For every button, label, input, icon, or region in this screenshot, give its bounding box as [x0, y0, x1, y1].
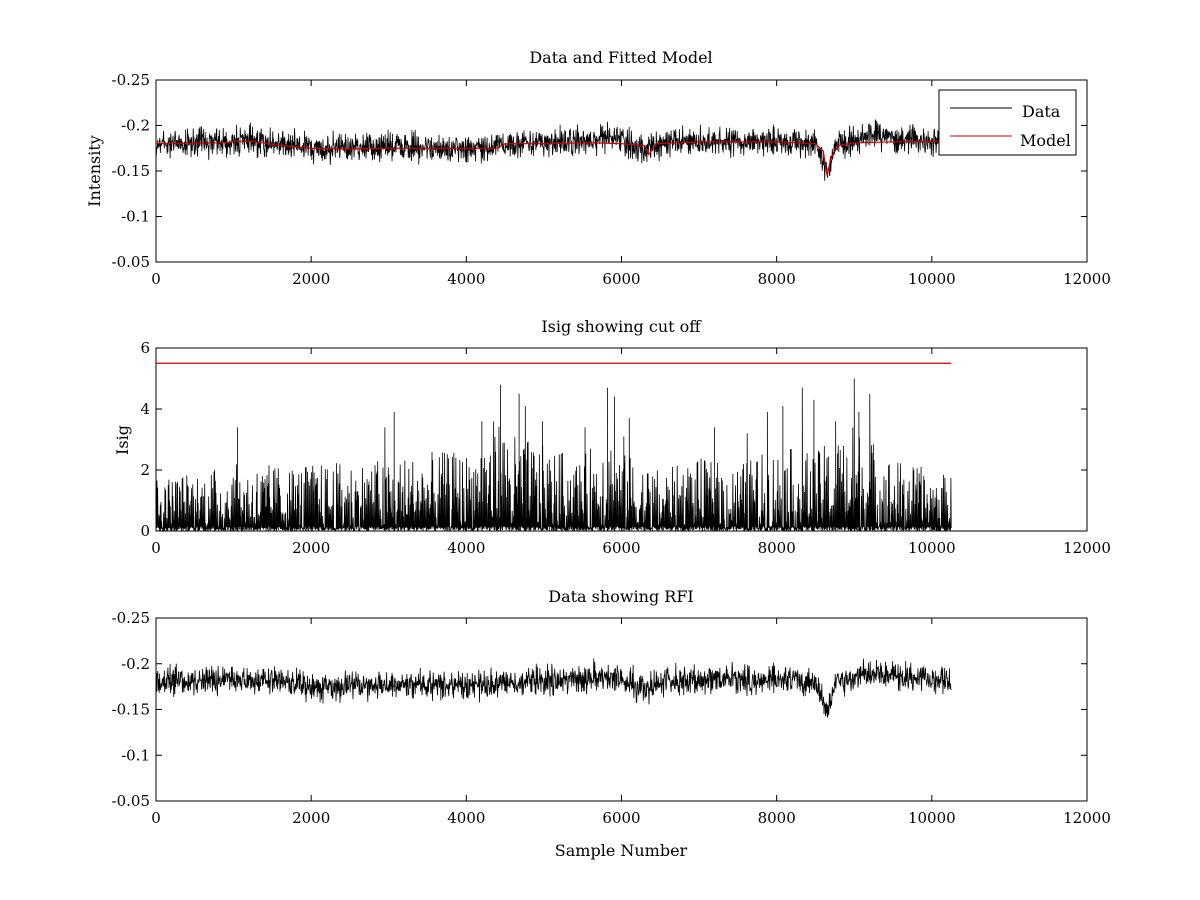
panel-1-series [155, 119, 952, 181]
series-data-line [155, 119, 952, 181]
x-tick-label: 10000 [908, 539, 956, 557]
x-tick-label: 2000 [292, 809, 330, 827]
y-tick-label: 4 [140, 400, 150, 418]
y-tick-label: -0.15 [112, 162, 150, 180]
y-tick-label: -0.25 [112, 71, 150, 89]
panel-2-title: Isig showing cut off [541, 317, 702, 336]
panel-3-xlabel: Sample Number [555, 841, 688, 860]
x-tick-label: 12000 [1063, 809, 1111, 827]
y-tick-label: -0.2 [121, 117, 150, 135]
series-0-line [155, 658, 952, 719]
panel-3-series [155, 658, 952, 719]
y-tick-label: -0.1 [121, 746, 150, 764]
panel-data-and-model: Data and Fitted Model Intensity 0 2000 400… [85, 48, 1111, 288]
x-tick-label: 12000 [1063, 539, 1111, 557]
panel-2-series [155, 362, 952, 533]
panel-3-plot-area [155, 617, 1088, 802]
panel-3-title: Data showing RFI [548, 587, 693, 606]
y-tick-label: -0.1 [121, 208, 150, 226]
y-tick-label: 2 [140, 461, 150, 479]
series-0-line [155, 378, 952, 533]
x-tick-label: 0 [151, 539, 161, 557]
y-tick-label: 6 [140, 339, 150, 357]
legend-label-model: Model [1020, 131, 1071, 150]
x-tick-label: 6000 [602, 270, 640, 288]
panel-1-plot-area [155, 79, 1088, 263]
x-tick-label: 2000 [292, 539, 330, 557]
panel-isig-cutoff: Isig showing cut off Isig 0 2000 4000 6000 8… [113, 317, 1111, 557]
y-tick-label: -0.15 [112, 701, 150, 719]
y-tick-label: -0.2 [121, 655, 150, 673]
x-tick-label: 10000 [908, 809, 956, 827]
panel-3-ticks: 0 2000 4000 6000 8000 10000 12000 -0.05 -0.1 -0.1… [112, 609, 1111, 827]
x-tick-label: 10000 [908, 270, 956, 288]
panel-1-ticks: 0 2000 4000 6000 8000 10000 12000 -0.05 -0.1 -0.1… [112, 71, 1111, 288]
x-tick-label: 4000 [447, 270, 485, 288]
x-tick-label: 6000 [602, 539, 640, 557]
y-tick-label: -0.05 [112, 253, 150, 271]
legend-box [938, 89, 1077, 156]
x-tick-label: 4000 [447, 809, 485, 827]
x-tick-label: 2000 [292, 270, 330, 288]
x-tick-label: 8000 [758, 270, 796, 288]
x-tick-label: 0 [151, 270, 161, 288]
y-tick-label: 0 [140, 522, 150, 540]
x-tick-label: 6000 [602, 809, 640, 827]
panel-1-legend: Data Model [938, 89, 1077, 156]
x-tick-label: 4000 [447, 539, 485, 557]
panel-2-ylabel: Isig [113, 425, 132, 455]
x-tick-label: 8000 [758, 539, 796, 557]
x-tick-label: 12000 [1063, 270, 1111, 288]
panel-2-ticks: 0 2000 4000 6000 8000 10000 12000 0 2 4 6 [140, 339, 1110, 557]
series-model-line [155, 140, 952, 176]
panel-data-rfi: Data showing RFI Sample Number 0 2000 4000… [112, 587, 1111, 860]
panel-1-title: Data and Fitted Model [529, 48, 712, 67]
y-tick-label: -0.25 [112, 609, 150, 627]
x-tick-label: 0 [151, 809, 161, 827]
y-tick-label: -0.05 [112, 792, 150, 810]
panel-1-ylabel: Intensity [85, 135, 104, 207]
legend-label-data: Data [1022, 102, 1061, 121]
x-tick-label: 8000 [758, 809, 796, 827]
